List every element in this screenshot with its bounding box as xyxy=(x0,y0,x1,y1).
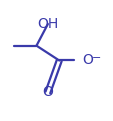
Text: OH: OH xyxy=(37,17,58,31)
Text: O: O xyxy=(42,85,53,99)
Text: −: − xyxy=(91,53,100,63)
Text: O: O xyxy=(82,53,93,68)
